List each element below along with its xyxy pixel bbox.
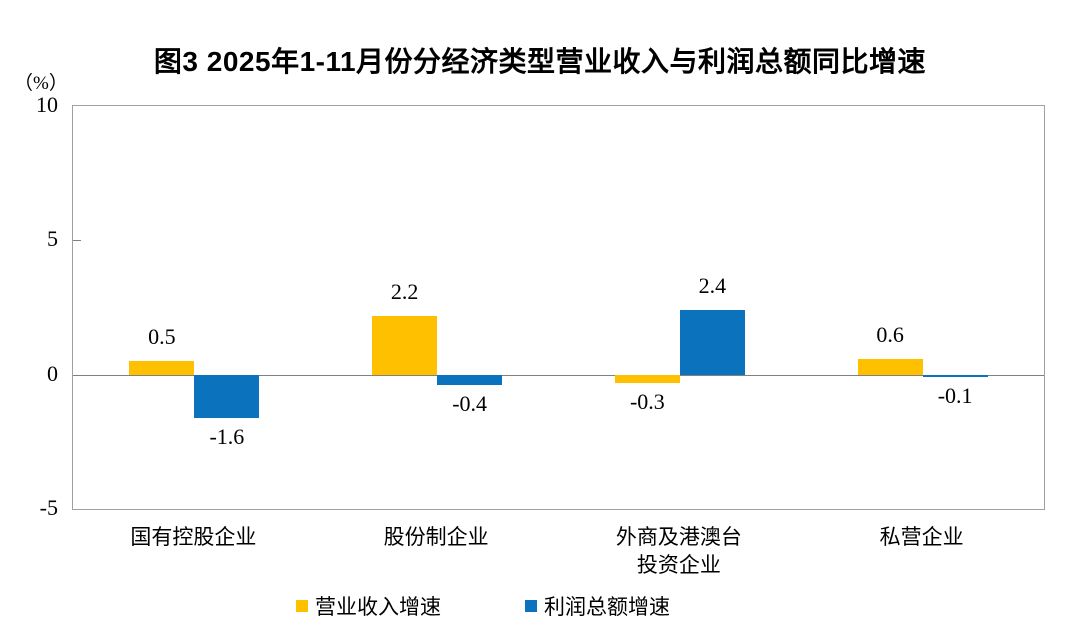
bar-value-label: -0.1 — [937, 383, 973, 409]
bar-value-label: 2.2 — [390, 278, 419, 304]
category-label: 国有控股企业 — [130, 525, 257, 549]
bar-series1-cat3 — [614, 374, 680, 383]
bar-series2-cat3 — [679, 310, 745, 375]
legend-label-profit: 利润总额增速 — [544, 595, 670, 619]
bar-series2-cat1 — [194, 374, 260, 418]
legend-label-revenue: 营业收入增速 — [315, 595, 441, 619]
legend-swatch-profit-icon — [525, 600, 537, 612]
y-tick-mark — [73, 240, 81, 242]
bar-series1-cat2 — [372, 315, 438, 375]
bar-value-label: -0.3 — [629, 388, 665, 414]
legend: 营业收入增速 利润总额增速 — [296, 591, 670, 621]
bar-value-label: -1.6 — [209, 423, 245, 449]
bar-value-label: -0.4 — [452, 391, 488, 417]
bar-series1-cat4 — [857, 358, 923, 375]
y-tick-label: 0 — [47, 360, 58, 386]
category-label: 私营企业 — [879, 525, 964, 549]
bar-value-label: 2.4 — [698, 273, 727, 299]
plot-area: 0.5 -1.6 2.2 -0.4 -0.3 2.4 0.6 -0.1 — [72, 105, 1045, 510]
legend-swatch-revenue-icon — [296, 600, 308, 612]
zero-gridline — [73, 374, 1044, 376]
y-tick-label: -5 — [39, 495, 58, 520]
y-tick-label: 5 — [47, 226, 58, 252]
bar-series1-cat1 — [129, 361, 195, 375]
chart-title: 图3 2025年1-11月份分经济类型营业收入与利润总额同比增速 — [153, 46, 927, 77]
y-axis-unit-label: （%） — [14, 73, 68, 94]
category-label: 股份制企业 — [383, 525, 489, 549]
category-label: 外商及港澳台 投资企业 — [615, 525, 742, 577]
bar-value-label: 0.5 — [148, 324, 176, 350]
bar-series2-cat2 — [437, 374, 503, 386]
bar-series2-cat4 — [922, 374, 988, 378]
y-tick-label: 10 — [36, 92, 58, 117]
bar-value-label: 0.6 — [876, 321, 904, 347]
legend-item-profit: 利润总额增速 — [525, 591, 670, 621]
legend-item-revenue: 营业收入增速 — [296, 591, 441, 621]
